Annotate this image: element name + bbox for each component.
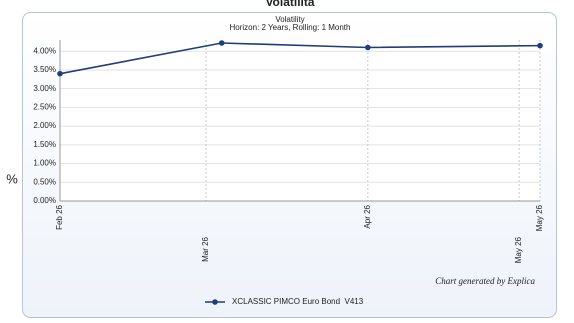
y-tick-label: 2.00% — [33, 121, 56, 130]
series-line — [59, 42, 541, 75]
chart-subtitle: Horizon: 2 Years, Rolling: 1 Month — [230, 23, 351, 32]
y-tick-label: 0.50% — [33, 177, 56, 186]
x-tick-label: May 26 — [514, 236, 523, 263]
x-tick-label: Mar 26 — [201, 236, 210, 261]
y-tick-label: 2.50% — [33, 103, 56, 112]
data-point — [218, 40, 225, 46]
plot-area — [60, 40, 540, 201]
x-tick-label: May 26 — [535, 204, 544, 231]
y-tick-label: 3.00% — [33, 84, 56, 93]
chart-title: Volatility — [275, 15, 304, 24]
y-tick-label: 1.00% — [33, 159, 56, 168]
data-point — [537, 42, 543, 49]
y-tick-label: 1.50% — [33, 140, 56, 149]
credit: Chart generated by Explica — [435, 276, 535, 286]
legend-label: XCLASSIC PIMCO Euro Bond V413 — [232, 297, 364, 306]
legend-marker — [212, 299, 218, 305]
x-tick-label: Feb 26 — [55, 204, 64, 229]
page-title: Volatilità — [265, 0, 314, 9]
x-tick-label: Apr 26 — [363, 204, 372, 228]
y-tick-label: 4.00% — [33, 46, 56, 55]
data-point — [57, 70, 63, 77]
y-tick-label: 0.00% — [33, 196, 56, 205]
y-tick-label: 3.50% — [33, 65, 56, 74]
data-point — [365, 44, 371, 51]
side-label: % — [6, 171, 18, 186]
